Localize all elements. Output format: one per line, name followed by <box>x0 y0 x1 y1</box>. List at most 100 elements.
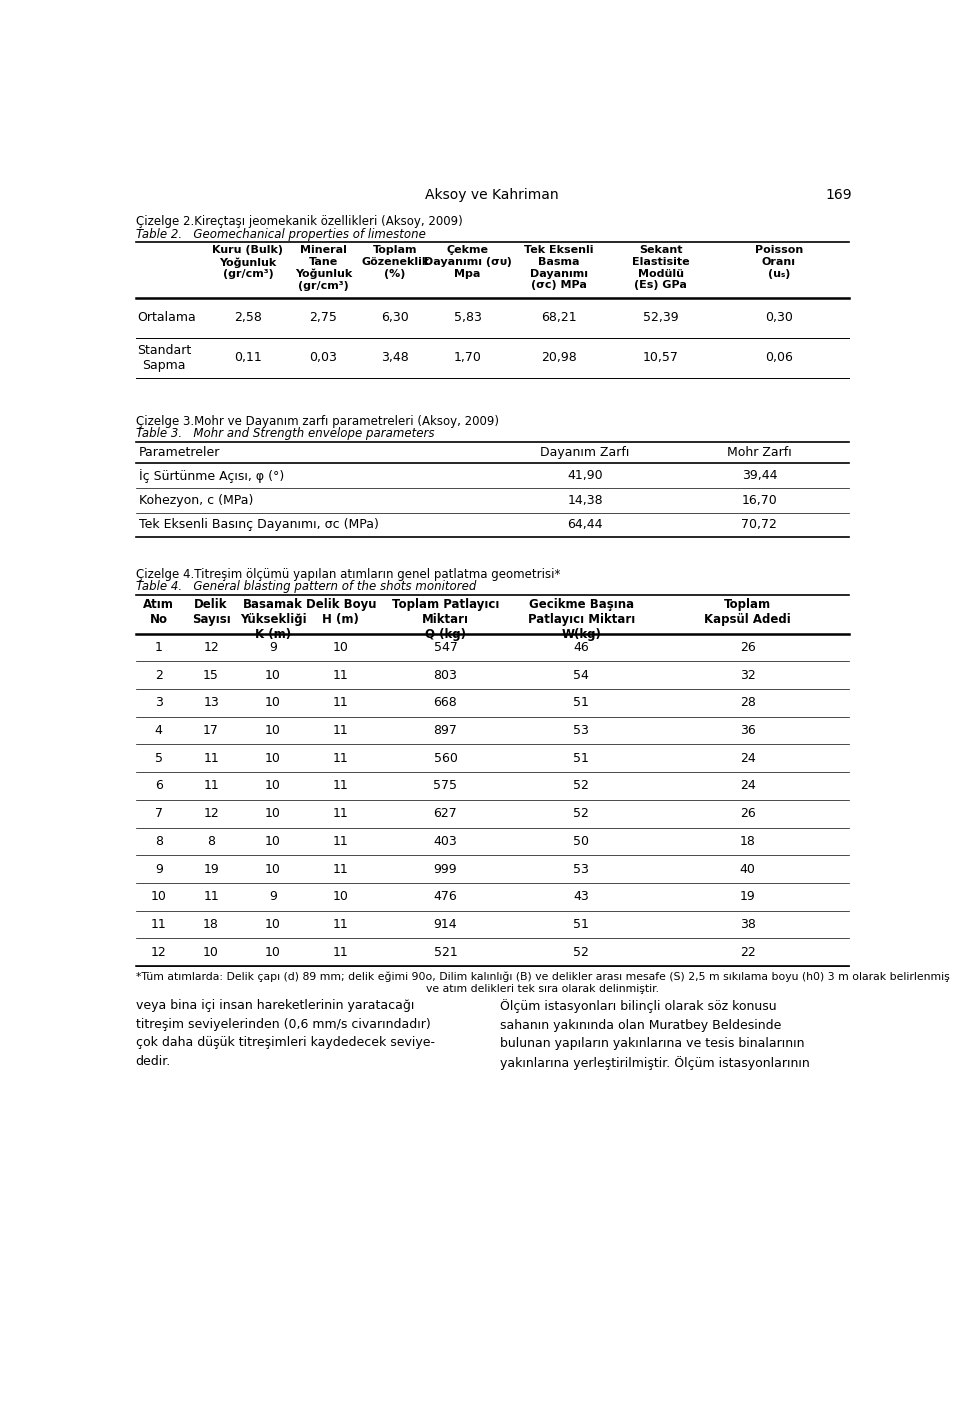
Text: 12: 12 <box>151 946 167 959</box>
Text: 43: 43 <box>573 891 589 904</box>
Text: 1,70: 1,70 <box>454 351 482 364</box>
Text: 38: 38 <box>740 918 756 931</box>
Text: 19: 19 <box>740 891 756 904</box>
Text: 10: 10 <box>265 669 281 682</box>
Text: 10: 10 <box>265 946 281 959</box>
Text: 19: 19 <box>204 862 219 875</box>
Text: 999: 999 <box>434 862 457 875</box>
Text: 10: 10 <box>151 891 167 904</box>
Text: 11: 11 <box>333 780 348 793</box>
Text: Dayanım Zarfı: Dayanım Zarfı <box>540 445 630 458</box>
Text: 10: 10 <box>265 862 281 875</box>
Text: 11: 11 <box>151 918 167 931</box>
Text: 20,98: 20,98 <box>540 351 577 364</box>
Text: 403: 403 <box>434 835 457 848</box>
Text: 10: 10 <box>265 918 281 931</box>
Text: 11: 11 <box>333 724 348 737</box>
Text: *Tüm atımlarda: Delik çapı (d) 89 mm; delik eğimi 90o, Dilim kalınlığı (B) ve de: *Tüm atımlarda: Delik çapı (d) 89 mm; de… <box>135 972 949 993</box>
Text: 169: 169 <box>826 188 852 202</box>
Text: 40: 40 <box>740 862 756 875</box>
Text: 46: 46 <box>573 640 589 655</box>
Text: 18: 18 <box>740 835 756 848</box>
Text: Table 4.   General blasting pattern of the shots monitored: Table 4. General blasting pattern of the… <box>135 581 476 593</box>
Text: 1: 1 <box>155 640 162 655</box>
Text: 12: 12 <box>204 640 219 655</box>
Text: 10: 10 <box>204 946 219 959</box>
Text: Tek Eksenli
Basma
Dayanımı
(σᴄ) MPa: Tek Eksenli Basma Dayanımı (σᴄ) MPa <box>524 245 593 290</box>
Text: 6,30: 6,30 <box>381 312 409 324</box>
Text: 22: 22 <box>740 946 756 959</box>
Text: Delik Boyu
H (m): Delik Boyu H (m) <box>305 598 376 626</box>
Text: 11: 11 <box>204 891 219 904</box>
Text: İç Sürtünme Açısı, φ (°): İç Sürtünme Açısı, φ (°) <box>138 468 284 482</box>
Text: 8: 8 <box>155 835 163 848</box>
Text: 24: 24 <box>740 751 756 764</box>
Text: 16,70: 16,70 <box>741 494 778 507</box>
Text: 10: 10 <box>265 696 281 709</box>
Text: 10: 10 <box>265 751 281 764</box>
Text: 11: 11 <box>204 751 219 764</box>
Text: 9: 9 <box>155 862 162 875</box>
Text: 52: 52 <box>573 780 589 793</box>
Text: 5: 5 <box>155 751 163 764</box>
Text: 0,11: 0,11 <box>234 351 262 364</box>
Text: 26: 26 <box>740 807 756 820</box>
Text: Delik
Sayısı: Delik Sayısı <box>192 598 230 626</box>
Text: 7: 7 <box>155 807 163 820</box>
Text: 51: 51 <box>573 918 589 931</box>
Text: 10: 10 <box>265 835 281 848</box>
Text: Table 2.   Geomechanical properties of limestone: Table 2. Geomechanical properties of lim… <box>135 228 425 240</box>
Text: 547: 547 <box>434 640 457 655</box>
Text: 9: 9 <box>269 891 277 904</box>
Text: Mineral
Tane
Yoğunluk
(gr/cm³): Mineral Tane Yoğunluk (gr/cm³) <box>295 245 352 290</box>
Text: 15: 15 <box>204 669 219 682</box>
Text: 11: 11 <box>333 669 348 682</box>
Text: 11: 11 <box>333 946 348 959</box>
Text: Aksoy ve Kahriman: Aksoy ve Kahriman <box>425 188 559 202</box>
Text: 32: 32 <box>740 669 756 682</box>
Text: 51: 51 <box>573 751 589 764</box>
Text: 6: 6 <box>155 780 162 793</box>
Text: Ölçüm istasyonları bilinçli olarak söz konusu
sahanın yakınında olan Muratbey Be: Ölçüm istasyonları bilinçli olarak söz k… <box>500 999 809 1070</box>
Text: Ortalama: Ortalama <box>137 312 196 324</box>
Text: 11: 11 <box>333 807 348 820</box>
Text: 12: 12 <box>204 807 219 820</box>
Text: 0,30: 0,30 <box>765 312 793 324</box>
Text: Kohezyon, c (MPa): Kohezyon, c (MPa) <box>138 494 253 507</box>
Text: veya bina içi insan hareketlerinin yaratacağı
titreşim seviyelerinden (0,6 mm/s : veya bina içi insan hareketlerinin yarat… <box>135 999 435 1067</box>
Text: 2: 2 <box>155 669 162 682</box>
Text: 53: 53 <box>573 724 589 737</box>
Text: Tek Eksenli Basınç Dayanımı, σc (MPa): Tek Eksenli Basınç Dayanımı, σc (MPa) <box>138 518 378 531</box>
Text: 41,90: 41,90 <box>567 470 603 482</box>
Text: Sekant
Elastisite
Modülü
(Es) GPa: Sekant Elastisite Modülü (Es) GPa <box>632 245 689 290</box>
Text: 0,06: 0,06 <box>765 351 793 364</box>
Text: 26: 26 <box>740 640 756 655</box>
Text: 24: 24 <box>740 780 756 793</box>
Text: 13: 13 <box>204 696 219 709</box>
Text: 2,75: 2,75 <box>309 312 337 324</box>
Text: 17: 17 <box>204 724 219 737</box>
Text: 36: 36 <box>740 724 756 737</box>
Text: 914: 914 <box>434 918 457 931</box>
Text: 10: 10 <box>265 780 281 793</box>
Text: 39,44: 39,44 <box>742 470 778 482</box>
Text: 11: 11 <box>333 696 348 709</box>
Text: 668: 668 <box>434 696 457 709</box>
Text: Poisson
Oranı
(uₛ): Poisson Oranı (uₛ) <box>755 245 803 279</box>
Text: 18: 18 <box>204 918 219 931</box>
Text: 8: 8 <box>207 835 215 848</box>
Text: 53: 53 <box>573 862 589 875</box>
Text: 3,48: 3,48 <box>381 351 409 364</box>
Text: 10,57: 10,57 <box>642 351 679 364</box>
Text: 70,72: 70,72 <box>741 518 778 531</box>
Text: 11: 11 <box>333 862 348 875</box>
Text: 897: 897 <box>434 724 457 737</box>
Text: 11: 11 <box>204 780 219 793</box>
Text: 51: 51 <box>573 696 589 709</box>
Text: Çizelge 3.Mohr ve Dayanım zarfı parametreleri (Aksoy, 2009): Çizelge 3.Mohr ve Dayanım zarfı parametr… <box>135 416 498 428</box>
Text: 0,03: 0,03 <box>309 351 337 364</box>
Text: 10: 10 <box>333 640 348 655</box>
Text: Gecikme Başına
Patlayıcı Miktarı
W(kg): Gecikme Başına Patlayıcı Miktarı W(kg) <box>527 598 635 642</box>
Text: Toplam
Gözeneklik
(%): Toplam Gözeneklik (%) <box>361 245 429 279</box>
Text: Standart
Sapma: Standart Sapma <box>137 344 191 371</box>
